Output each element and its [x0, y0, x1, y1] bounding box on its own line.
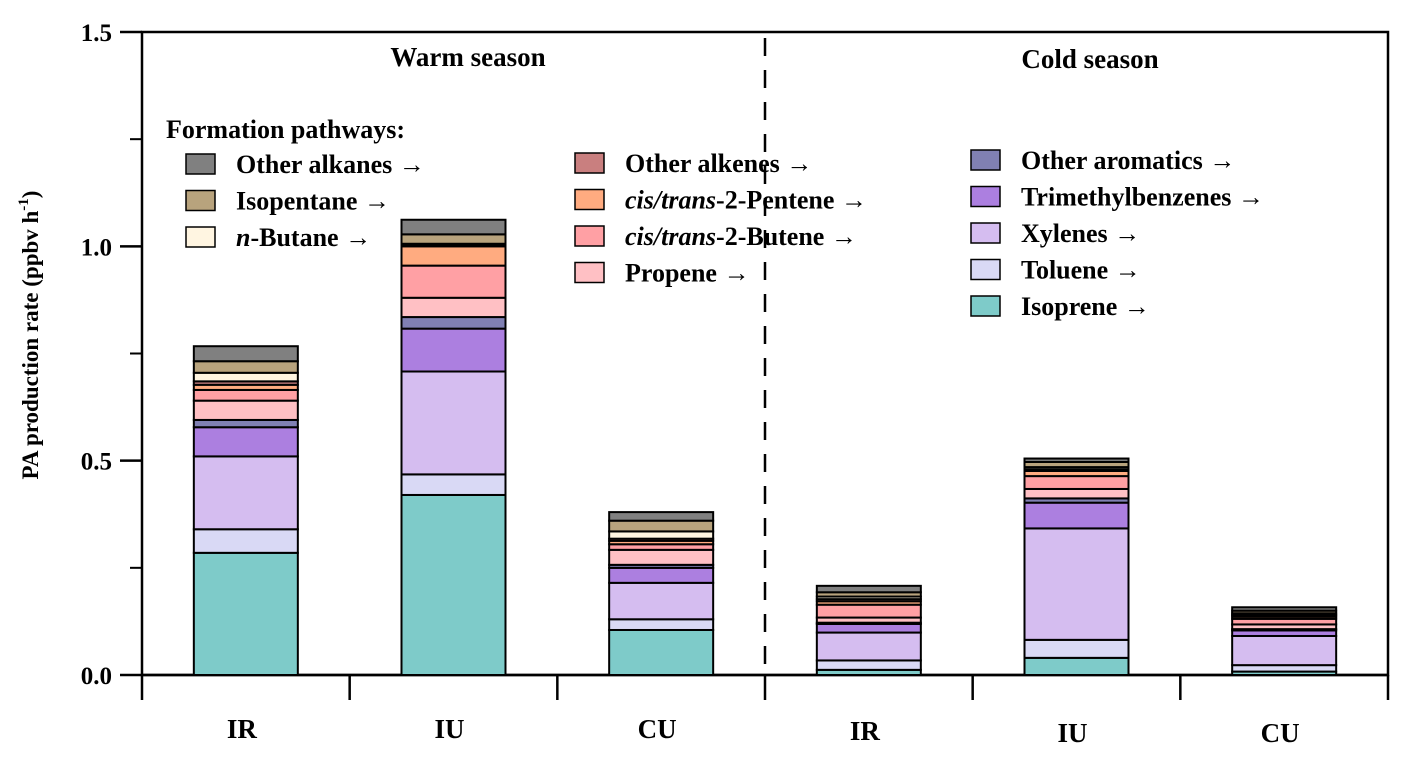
bar-segment-3-11 [815, 584, 922, 594]
legend-swatch-9 [185, 226, 216, 248]
legend-swatch-1 [970, 258, 1001, 281]
x-category-label-0: IR [227, 714, 258, 744]
legend-label-8: Other alkenes → [625, 149, 812, 178]
bar-segment-5-2 [1231, 634, 1338, 667]
y-axis-label: PA production rate (ppbv h-1) [16, 191, 43, 480]
bar-segment-2-3 [608, 566, 715, 584]
bar-segment-4-3 [1023, 501, 1130, 530]
legend-swatch-7 [574, 188, 605, 211]
bar-segment-3-2 [815, 631, 922, 662]
legend-swatch-5 [574, 261, 605, 284]
legend-swatch-6 [574, 225, 605, 247]
legend-title: Formation pathways: [166, 115, 405, 144]
bar-segment-4-2 [1023, 527, 1130, 641]
legend-swatch-8 [574, 152, 605, 174]
legend-label-1: Toluene → [1021, 256, 1141, 285]
bar-segment-1-0 [400, 493, 507, 676]
bar-segment-5-11 [1231, 606, 1338, 612]
bar-segment-2-9 [608, 530, 715, 540]
bar-segment-1-4 [400, 316, 507, 330]
bar-segment-1-3 [400, 327, 507, 373]
bar-segment-0-9 [192, 371, 299, 383]
season-label-1: Cold season [1021, 44, 1158, 74]
bar-segment-2-5 [608, 548, 715, 566]
x-category-label-4: IU [1057, 718, 1087, 748]
legend-label-4: Other aromatics → [1021, 146, 1235, 175]
bar-segment-0-4 [192, 418, 299, 429]
legend-label-3: Trimethylbenzenes → [1021, 183, 1264, 212]
bar-segment-2-10 [608, 519, 715, 533]
bar-segment-3-3 [815, 622, 922, 634]
bar-segment-1-6 [400, 264, 507, 299]
legend-label-5: Propene → [625, 259, 749, 288]
bar-segment-4-1 [1023, 638, 1130, 659]
y-tick-label-2: 1.0 [81, 234, 112, 261]
x-category-label-3: IR [850, 716, 881, 746]
bar-segment-4-0 [1023, 656, 1130, 676]
bar-segment-3-6 [815, 603, 922, 619]
bar-segment-2-1 [608, 618, 715, 631]
x-category-label-1: IU [434, 714, 464, 744]
bar-segment-0-11 [192, 345, 299, 363]
legend-swatch-3 [970, 185, 1001, 208]
y-tick-label-0: 0.0 [81, 663, 112, 690]
bar-segment-0-0 [192, 551, 299, 677]
legend-label-7: cis/trans-2-Pentene → [625, 186, 867, 215]
bar-segment-2-0 [608, 628, 715, 676]
bar-segment-1-11 [400, 218, 507, 236]
legend-swatch-10 [185, 189, 216, 212]
bar-segment-1-10 [400, 233, 507, 245]
bar-segment-1-7 [400, 245, 507, 267]
bar-segment-2-2 [608, 581, 715, 621]
legend-swatch-0 [970, 295, 1001, 317]
legend-swatch-4 [970, 149, 1001, 171]
bar-segment-4-5 [1023, 487, 1130, 500]
bar-segment-0-1 [192, 528, 299, 554]
bar-segment-4-11 [1023, 457, 1130, 463]
legend-label-9: n-Butane → [236, 223, 371, 252]
bar-segment-1-5 [400, 296, 507, 319]
bar-segment-2-11 [608, 511, 715, 522]
bar-segment-0-5 [192, 399, 299, 421]
bar-segment-4-6 [1023, 475, 1130, 490]
season-label-0: Warm season [390, 42, 545, 72]
legend-label-0: Isoprene → [1021, 292, 1150, 321]
legend-label-2: Xylenes → [1021, 219, 1140, 248]
legend-label-10: Isopentane → [236, 187, 390, 216]
x-category-label-2: CU [638, 714, 677, 744]
x-category-label-5: CU [1261, 718, 1300, 748]
bar-segment-1-1 [400, 473, 507, 496]
bar-segment-0-3 [192, 426, 299, 458]
bar-segment-0-10 [192, 360, 299, 374]
legend-swatch-2 [970, 222, 1001, 244]
y-tick-label-1: 0.5 [81, 449, 112, 476]
bar-segment-0-2 [192, 455, 299, 531]
y-tick-label-3: 1.5 [81, 20, 112, 47]
legend-swatch-11 [185, 153, 216, 175]
bar-segment-3-1 [815, 659, 922, 671]
legend-label-11: Other alkanes → [236, 150, 425, 179]
bar-segment-1-2 [400, 370, 507, 476]
legend-label-6: cis/trans-2-Butene → [625, 222, 857, 251]
bar-segment-0-6 [192, 388, 299, 402]
